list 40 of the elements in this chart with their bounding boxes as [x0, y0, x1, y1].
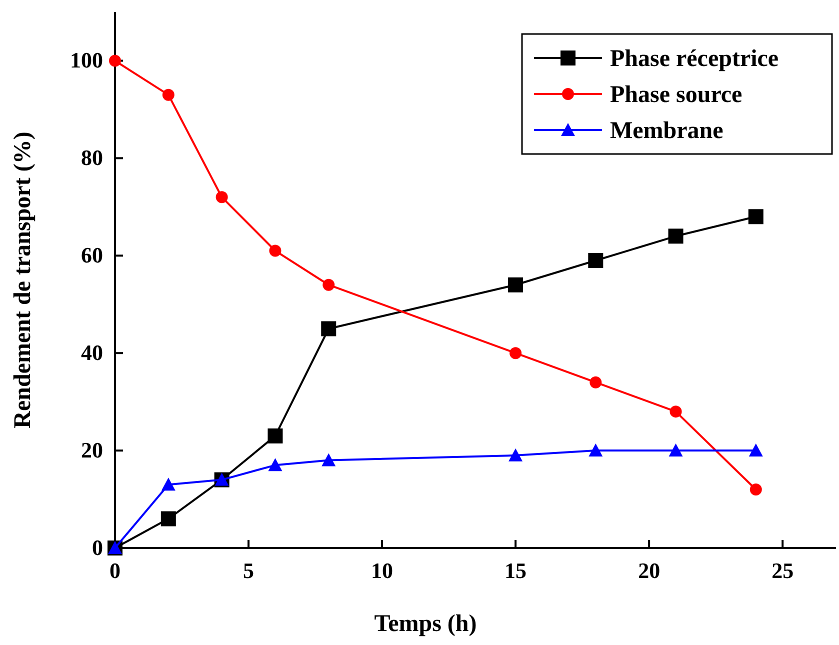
point: [161, 478, 176, 491]
y-tick-label: 100: [70, 48, 103, 73]
x-tick-label: 15: [504, 558, 527, 583]
point: [748, 209, 764, 224]
x-tick-label: 25: [772, 558, 794, 583]
y-tick-label: 0: [92, 535, 103, 560]
point: [510, 347, 522, 360]
y-tick-label: 80: [81, 145, 103, 170]
point: [748, 444, 763, 457]
point: [588, 253, 604, 268]
point: [750, 484, 762, 496]
legend-label: Phase source: [610, 82, 743, 108]
y-tick-label: 20: [81, 438, 103, 463]
point: [268, 458, 282, 472]
point: [322, 278, 335, 291]
x-tick-label: 10: [371, 558, 394, 583]
point: [670, 406, 682, 418]
point: [668, 228, 684, 244]
point: [508, 448, 523, 462]
x-tick-label: 20: [638, 558, 660, 583]
point: [590, 376, 602, 388]
point: [162, 88, 174, 101]
point: [508, 277, 524, 292]
y-tick-label: 60: [81, 242, 103, 268]
point: [588, 444, 603, 457]
point: [322, 453, 336, 466]
point: [109, 54, 121, 67]
x-tick-label: 0: [110, 558, 120, 583]
point: [160, 511, 176, 526]
y-axis-title: Rendement de transport (%): [10, 132, 36, 428]
point: [268, 428, 283, 444]
y-tick-label: 40: [81, 340, 103, 366]
x-axis-title: Temps (h): [374, 611, 477, 637]
legend-label: Membrane: [610, 118, 724, 144]
point: [269, 244, 282, 257]
point: [216, 191, 228, 204]
point: [321, 321, 336, 336]
point: [668, 444, 683, 457]
x-tick-label: 5: [243, 558, 254, 583]
legend-label: Phase réceptrice: [610, 46, 779, 72]
